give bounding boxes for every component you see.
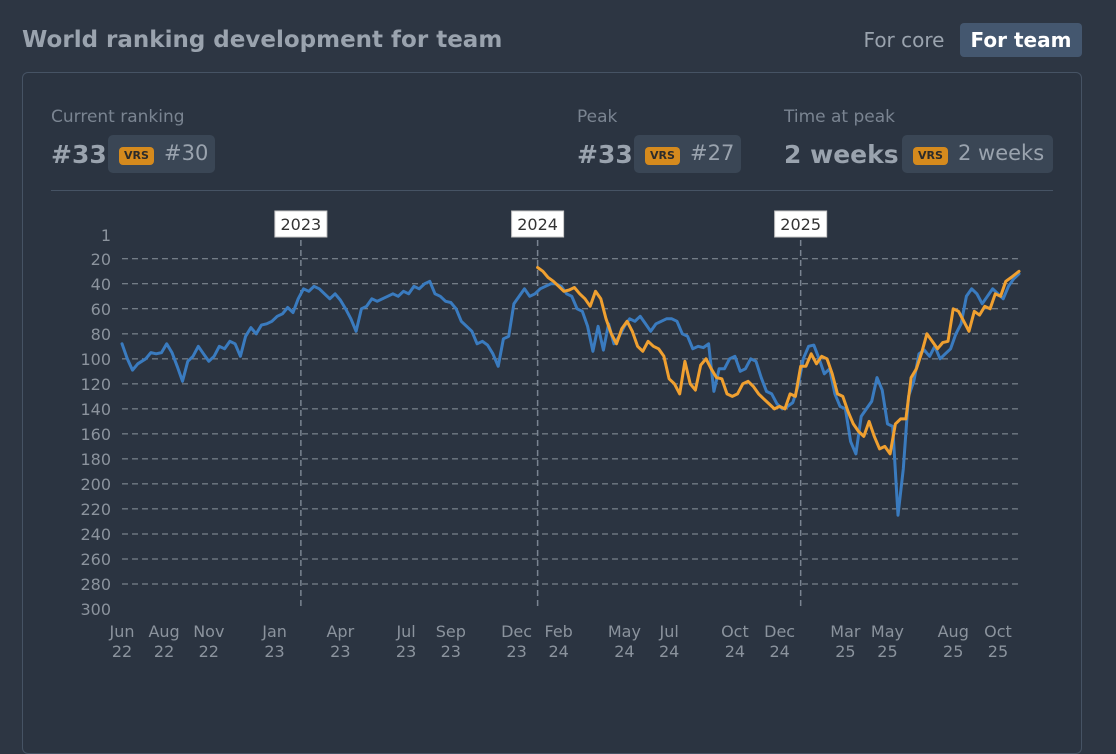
year-marker-box xyxy=(511,210,565,238)
x-tick-label: 22 xyxy=(199,642,219,661)
x-tick-label: Oct xyxy=(984,622,1012,641)
x-tick-label: Jan xyxy=(261,622,287,641)
x-tick-label: 22 xyxy=(112,642,132,661)
x-tick-label: 25 xyxy=(943,642,963,661)
y-tick-label: 120 xyxy=(80,375,111,394)
x-tick-label: Sep xyxy=(436,622,466,641)
x-tick-label: Jun xyxy=(109,622,135,641)
x-tick-label: 23 xyxy=(264,642,284,661)
y-tick-label: 160 xyxy=(80,425,111,444)
y-tick-label: 100 xyxy=(80,350,111,369)
x-tick-label: 23 xyxy=(396,642,416,661)
peak-value: #33 xyxy=(577,140,633,169)
x-tick-label: Apr xyxy=(326,622,354,641)
y-tick-label: 140 xyxy=(80,400,111,419)
year-marker-box xyxy=(274,210,328,238)
y-tick-label: 1 xyxy=(101,226,111,245)
time-at-peak-value: 2 weeks xyxy=(784,140,899,169)
y-tick-label: 260 xyxy=(80,550,111,569)
x-tick-label: 25 xyxy=(835,642,855,661)
series-line xyxy=(536,266,1021,456)
current-vrs-value: #30 xyxy=(164,141,209,165)
time-at-peak-label: Time at peak xyxy=(784,107,896,127)
peak-vrs-value: #27 xyxy=(690,141,735,165)
y-tick-label: 40 xyxy=(91,275,111,294)
divider xyxy=(51,190,1053,191)
for-team-toggle[interactable]: For team xyxy=(960,23,1082,57)
x-tick-label: 23 xyxy=(506,642,526,661)
x-tick-label: 25 xyxy=(988,642,1008,661)
x-tick-label: Oct xyxy=(721,622,749,641)
x-tick-label: Jul xyxy=(395,622,415,641)
y-tick-label: 180 xyxy=(80,450,111,469)
ranking-chart: 1204060801001201401601802002202402602803… xyxy=(80,210,1021,661)
y-tick-label: 200 xyxy=(80,475,111,494)
x-tick-label: Jul xyxy=(658,622,678,641)
x-tick-label: 24 xyxy=(769,642,789,661)
year-marker-box xyxy=(774,210,828,238)
x-tick-label: May xyxy=(871,622,904,641)
current-vrs-box: VRS #30 xyxy=(108,135,215,173)
y-tick-label: 240 xyxy=(80,525,111,544)
x-tick-label: 25 xyxy=(877,642,897,661)
x-tick-label: 24 xyxy=(659,642,679,661)
x-tick-label: Nov xyxy=(193,622,224,641)
x-tick-label: 23 xyxy=(441,642,461,661)
peak-label: Peak xyxy=(577,107,618,127)
x-tick-label: Mar xyxy=(830,622,861,641)
x-tick-label: Dec xyxy=(764,622,795,641)
y-tick-label: 300 xyxy=(80,600,111,619)
current-ranking-label: Current ranking xyxy=(51,107,185,127)
year-marker-label: 2024 xyxy=(517,215,558,234)
current-ranking-value: #33 xyxy=(51,140,107,169)
y-tick-label: 280 xyxy=(80,575,111,594)
peak-vrs-box: VRS #27 xyxy=(634,135,741,173)
x-tick-label: Aug xyxy=(938,622,969,641)
page-title: World ranking development for team xyxy=(22,27,503,53)
for-core-toggle[interactable]: For core xyxy=(863,28,945,52)
year-marker-label: 2023 xyxy=(281,215,322,234)
x-tick-label: Aug xyxy=(148,622,179,641)
time-at-peak-vrs-box: VRS 2 weeks xyxy=(902,135,1053,173)
vrs-badge: VRS xyxy=(913,147,948,165)
x-tick-label: Feb xyxy=(544,622,572,641)
y-tick-label: 220 xyxy=(80,500,111,519)
y-tick-label: 80 xyxy=(91,325,111,344)
vrs-badge: VRS xyxy=(645,147,680,165)
x-tick-label: 24 xyxy=(614,642,634,661)
x-tick-label: 22 xyxy=(154,642,174,661)
x-tick-label: 24 xyxy=(548,642,568,661)
y-tick-label: 60 xyxy=(91,300,111,319)
vrs-badge: VRS xyxy=(119,147,154,165)
year-marker-label: 2025 xyxy=(780,215,821,234)
x-tick-label: Dec xyxy=(501,622,532,641)
time-at-peak-vrs-value: 2 weeks xyxy=(958,141,1045,165)
x-tick-label: May xyxy=(608,622,641,641)
x-tick-label: 23 xyxy=(330,642,350,661)
x-tick-label: 24 xyxy=(725,642,745,661)
y-tick-label: 20 xyxy=(91,250,111,269)
series-line xyxy=(120,272,1021,517)
